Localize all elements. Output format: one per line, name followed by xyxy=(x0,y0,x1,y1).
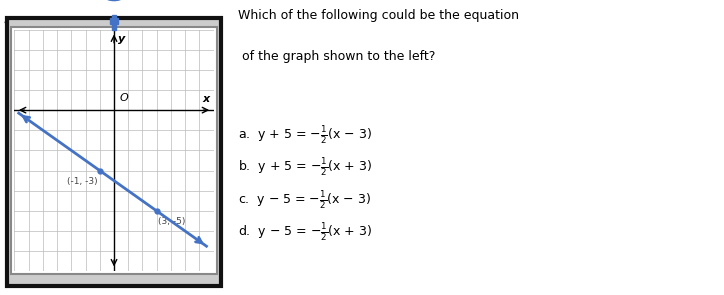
Text: b.  y + 5 = −$\frac{1}{2}$(x + 3): b. y + 5 = −$\frac{1}{2}$(x + 3) xyxy=(238,156,372,178)
Text: (-1, -3): (-1, -3) xyxy=(67,177,98,186)
Text: a.  y + 5 = −$\frac{1}{2}$(x − 3): a. y + 5 = −$\frac{1}{2}$(x − 3) xyxy=(238,124,372,146)
Text: x: x xyxy=(203,94,210,104)
Text: 4.  **: 4. ** xyxy=(4,15,37,28)
Text: c.  y − 5 = −$\frac{1}{2}$(x − 3): c. y − 5 = −$\frac{1}{2}$(x − 3) xyxy=(238,189,371,211)
Text: d.  y − 5 = −$\frac{1}{2}$(x + 3): d. y − 5 = −$\frac{1}{2}$(x + 3) xyxy=(238,221,372,243)
Text: y: y xyxy=(118,34,125,44)
Text: of the graph shown to the left?: of the graph shown to the left? xyxy=(238,50,435,63)
Text: Which of the following could be the equation: Which of the following could be the equa… xyxy=(238,9,519,22)
Text: (3, -5): (3, -5) xyxy=(158,217,185,226)
Text: O: O xyxy=(119,93,128,103)
